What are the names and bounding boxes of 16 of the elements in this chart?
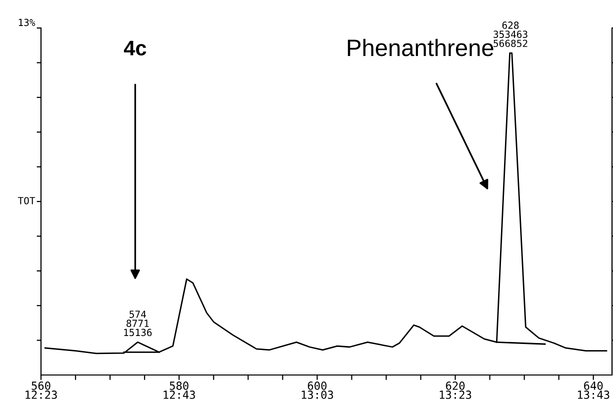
x-tick-label: 640 — [584, 382, 603, 390]
x-tick-label: 580 — [170, 382, 188, 390]
x2-tick-label: 13:03 — [302, 390, 334, 399]
text: 13% — [18, 18, 36, 26]
text: TOT — [18, 196, 36, 204]
x2-tick-label: 13:43 — [578, 390, 610, 399]
annotation: 628 353463 566852 — [494, 22, 528, 48]
annotation: Phenanthrene — [348, 38, 494, 56]
x-tick-label: 560 — [32, 382, 50, 390]
x2-tick-label: 12:43 — [164, 390, 195, 399]
x2-tick-label: 12:23 — [26, 390, 57, 399]
x2-tick-label: 13:23 — [440, 390, 472, 399]
x-tick-label: 600 — [308, 382, 326, 390]
x-tick-label: 620 — [446, 382, 465, 390]
annotation: 574 8771 15136 — [124, 310, 152, 336]
annotation: 4c — [124, 40, 146, 56]
